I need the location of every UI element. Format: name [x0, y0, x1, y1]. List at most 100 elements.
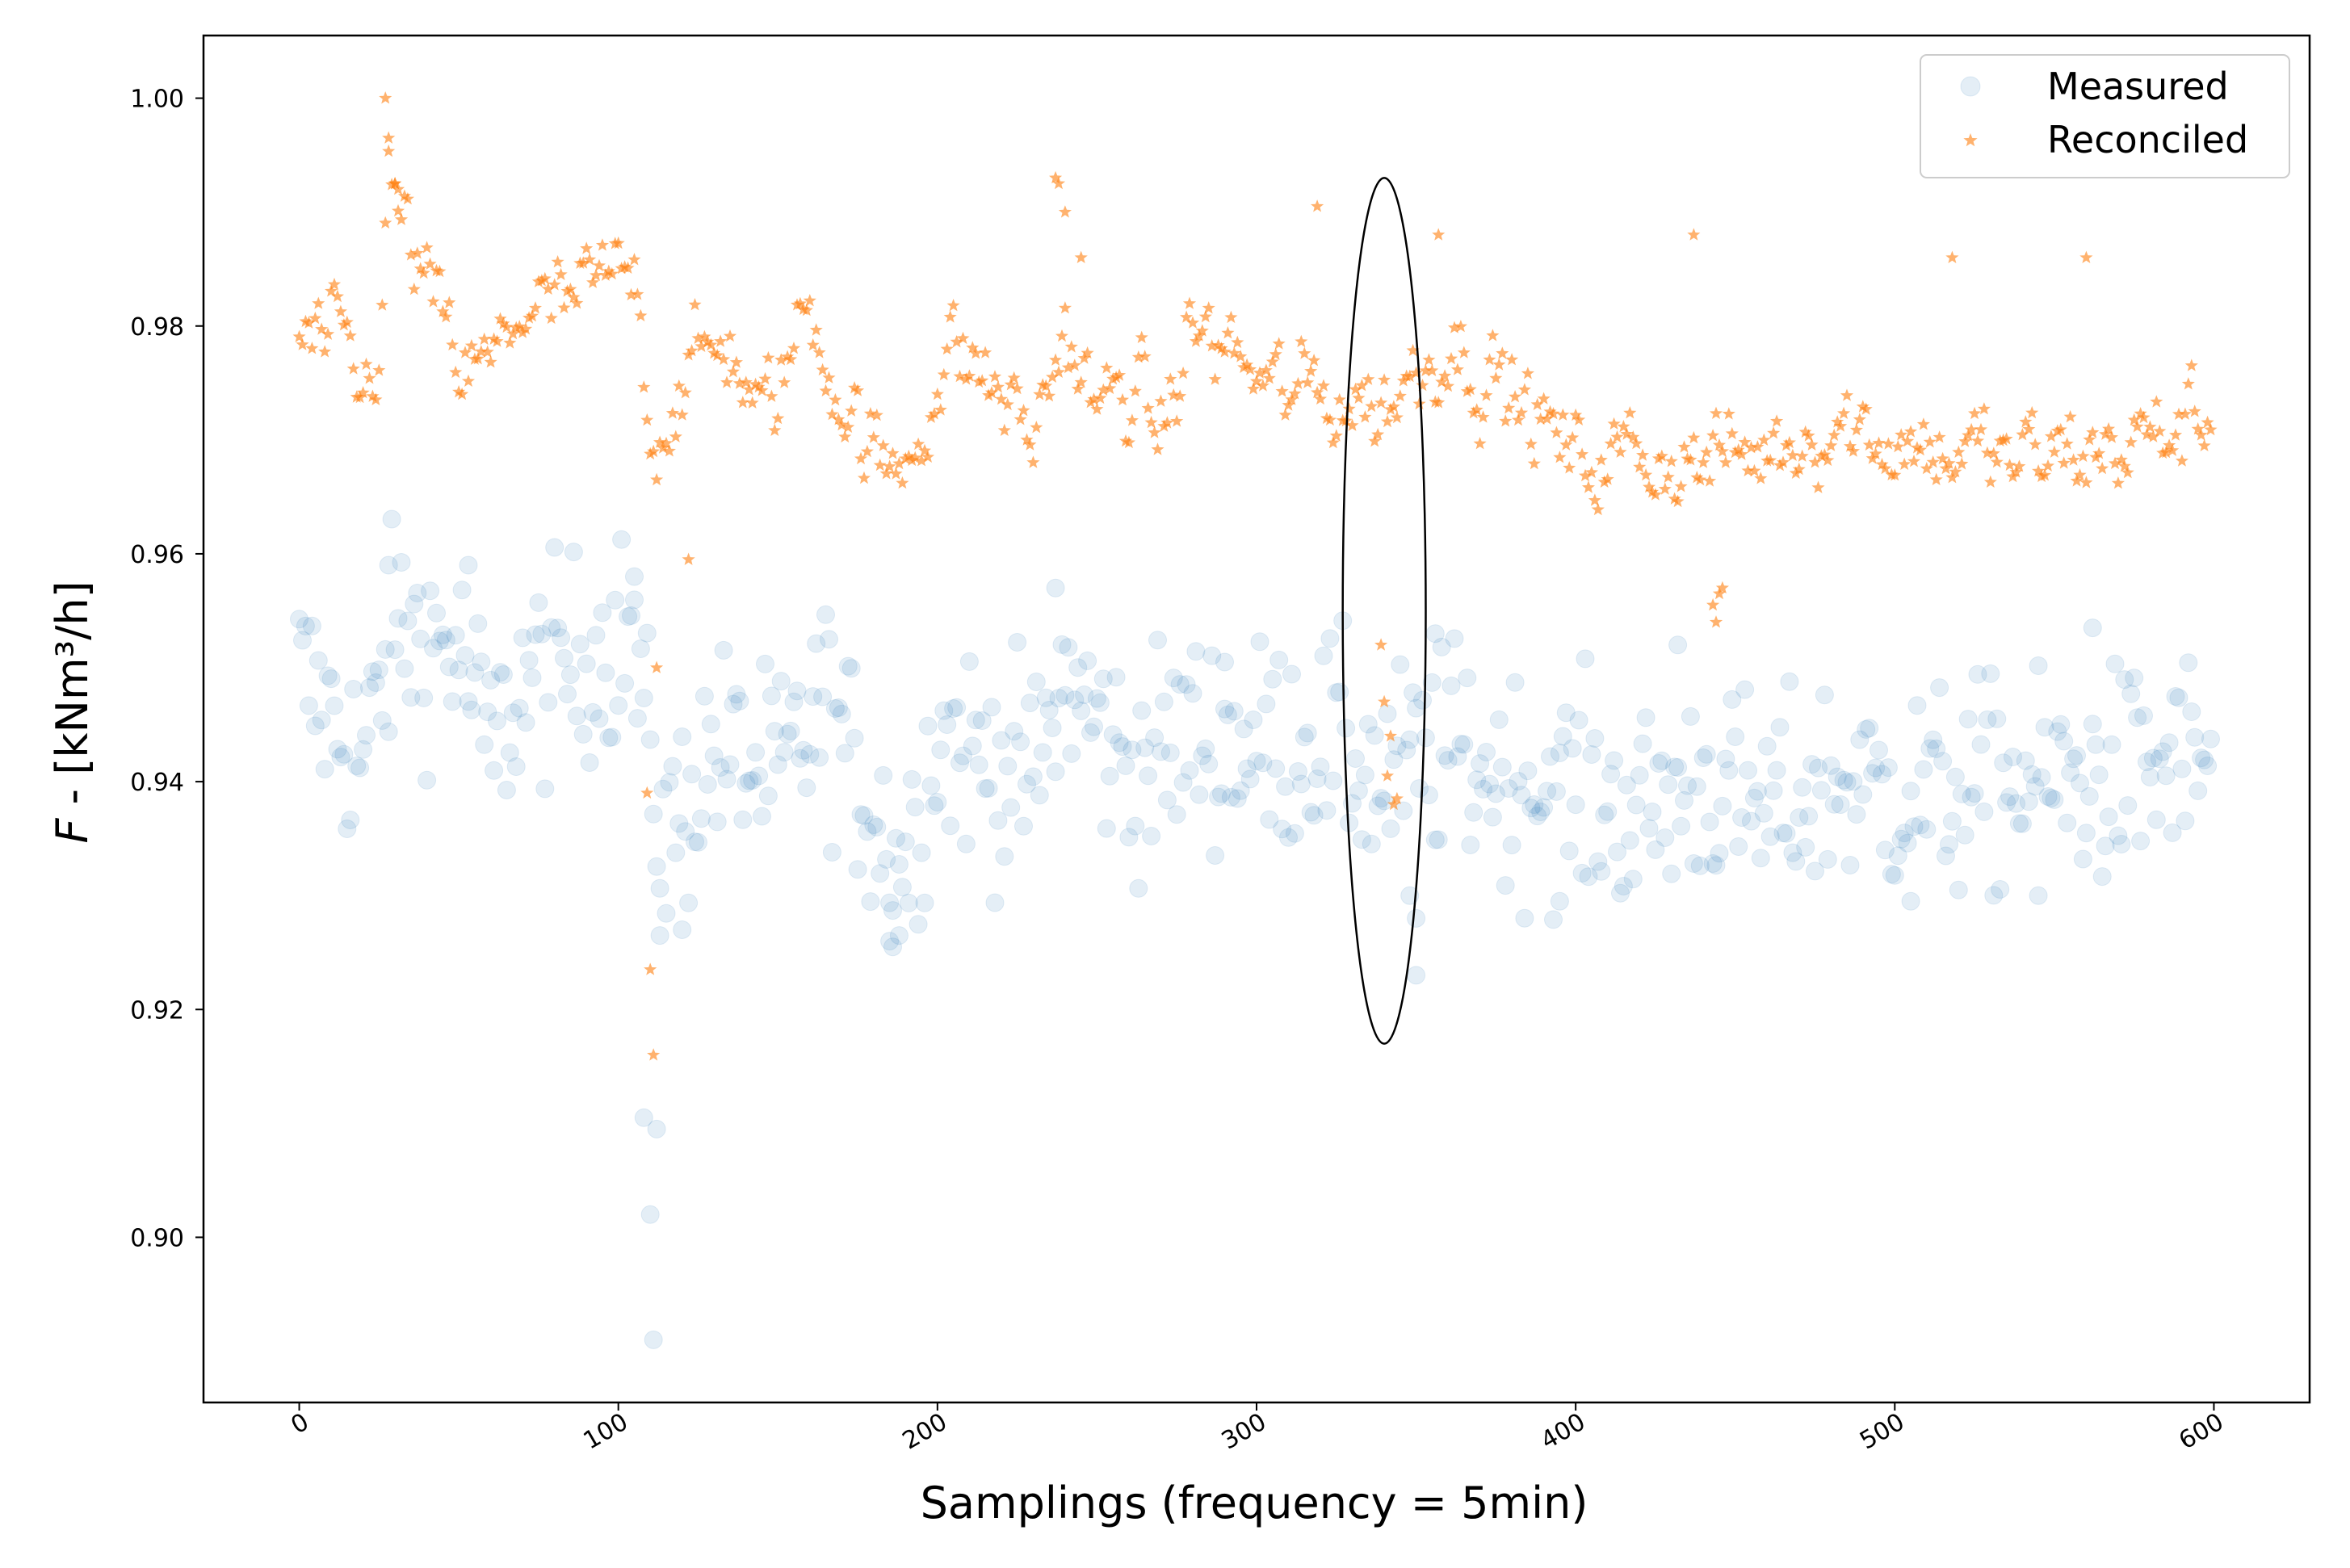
measured-point	[1945, 767, 1965, 786]
reconciled-point	[1958, 434, 1972, 447]
measured-point	[1844, 772, 1863, 791]
reconciled-point	[876, 438, 890, 451]
reconciled-point	[484, 355, 497, 368]
reconciled-point	[1846, 444, 1860, 457]
reconciled-point	[1831, 415, 1844, 428]
reconciled-point	[535, 274, 548, 287]
measured-point	[1952, 784, 1971, 803]
measured-point	[1723, 690, 1742, 709]
measured-point	[1046, 578, 1065, 597]
measured-point	[892, 878, 912, 897]
reconciled-point	[2143, 420, 2157, 433]
reconciled-point	[410, 246, 424, 259]
measured-point	[491, 663, 510, 682]
measured-point	[529, 593, 548, 612]
reconciled-point	[1013, 413, 1027, 426]
measured-point	[627, 709, 647, 728]
reconciled-point	[631, 287, 644, 300]
measured-point	[1142, 827, 1161, 845]
reconciled-point	[551, 255, 564, 268]
measured-point	[1783, 843, 1802, 862]
measured-point	[1496, 876, 1515, 895]
measured-point	[1541, 747, 1559, 766]
reconciled-point	[1170, 414, 1184, 427]
measured-point	[1337, 719, 1356, 738]
reconciled-point	[1231, 335, 1244, 349]
measured-point	[673, 920, 692, 939]
measured-point	[1285, 824, 1304, 843]
measured-point	[1148, 631, 1167, 650]
x-tick-label: 200	[898, 1408, 952, 1456]
reconciled-point	[966, 341, 980, 354]
reconciled-point	[1247, 382, 1261, 395]
reconciled-point	[787, 342, 801, 354]
reconciled-point	[902, 449, 916, 463]
reconciled-point	[1971, 434, 1985, 447]
reconciled-point	[2016, 428, 2029, 441]
measured-point	[1965, 784, 1984, 803]
measured-point	[599, 728, 619, 748]
y-axis-title-unit: - [kNm³/h]	[47, 581, 98, 818]
measured-point	[954, 746, 972, 765]
measured-point	[475, 735, 494, 754]
measured-point	[1563, 739, 1582, 758]
measured-point	[1974, 802, 1994, 821]
measured-point	[1043, 719, 1062, 737]
reconciled-point	[819, 384, 833, 397]
reconciled-point	[376, 298, 389, 311]
measured-point	[1327, 683, 1346, 702]
reconciled-point	[647, 444, 661, 458]
measured-point	[2192, 748, 2211, 768]
reconciled-point	[997, 423, 1011, 436]
measured-point	[650, 926, 669, 945]
reconciled-point	[665, 406, 679, 419]
measured-point	[918, 716, 938, 736]
measured-point	[1518, 761, 1538, 781]
reconciled-point	[886, 447, 900, 459]
measured-point	[746, 743, 766, 762]
reconciled-point	[1738, 435, 1752, 448]
measured-point	[931, 740, 950, 760]
measured-point	[318, 666, 338, 685]
measured-point	[625, 590, 644, 610]
measured-point	[883, 937, 902, 957]
reconciled-point	[1122, 435, 1135, 449]
measured-point	[756, 654, 774, 673]
measured-point	[1546, 782, 1566, 801]
measured-point	[615, 673, 635, 693]
reconciled-point	[564, 282, 577, 296]
measured-point	[1710, 844, 1729, 863]
reconciled-point	[1460, 384, 1474, 397]
measured-point	[1471, 754, 1490, 774]
reconciled-point	[1378, 694, 1391, 708]
measured-point	[1046, 762, 1065, 782]
reconciled-point	[1221, 326, 1235, 339]
reconciled-point	[1779, 438, 1793, 451]
reconciled-point	[1051, 176, 1066, 190]
reconciled-point	[816, 363, 829, 376]
reconciled-point	[1569, 408, 1583, 421]
reconciled-point	[1135, 330, 1148, 343]
reconciled-point	[1757, 433, 1771, 446]
measured-series	[290, 509, 2220, 1349]
reconciled-point	[685, 344, 699, 357]
measured-point	[1646, 840, 1665, 859]
measured-point	[1538, 782, 1557, 801]
reconciled-point	[647, 1048, 661, 1061]
reconciled-point	[825, 407, 839, 421]
reconciled-point	[1010, 381, 1024, 395]
measured-point	[733, 810, 753, 829]
reconciled-point	[1556, 408, 1570, 421]
measured-point	[1770, 718, 1790, 737]
reconciled-point	[1929, 472, 1943, 485]
reconciled-point	[1607, 417, 1621, 430]
reconciled-point	[1259, 363, 1273, 376]
reconciled-point	[1365, 399, 1379, 413]
measured-point	[1075, 685, 1094, 704]
measured-point	[1055, 685, 1075, 705]
reconciled-point	[1703, 474, 1717, 487]
measured-point	[2198, 757, 2218, 775]
reconciled-point	[602, 264, 615, 277]
reconciled-point	[749, 377, 762, 390]
